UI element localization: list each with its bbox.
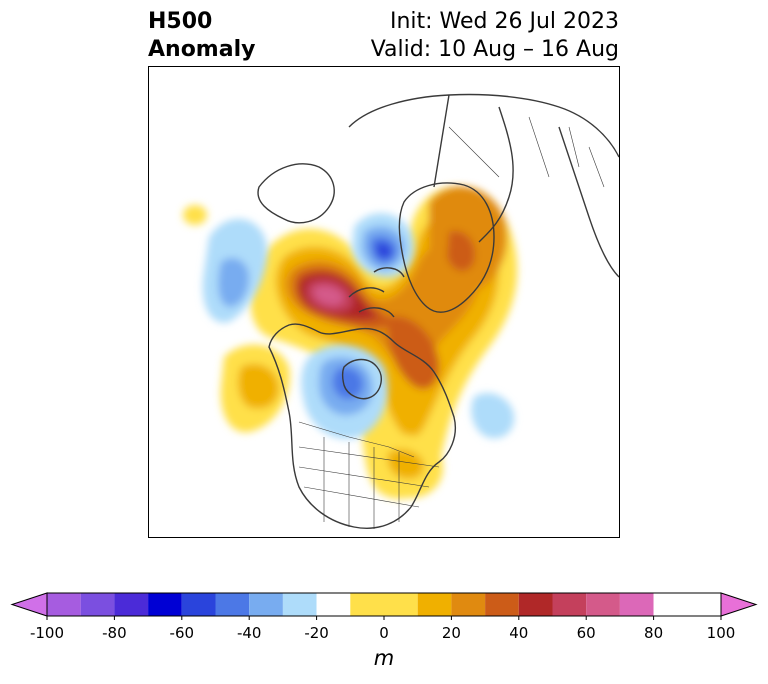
ridge-small-nw xyxy=(183,205,207,225)
forecast-dates: Init: Wed 26 Jul 2023 Valid: 10 Aug – 16… xyxy=(371,8,619,64)
contour-pos-70 xyxy=(313,285,344,306)
anomaly-map xyxy=(183,93,619,529)
ridge-east-us-core xyxy=(387,449,425,479)
colorbar-tick-label: -80 xyxy=(102,624,127,642)
colorbar-bin xyxy=(114,593,149,616)
colorbar xyxy=(0,585,768,675)
us-state-grid xyxy=(298,437,440,529)
colorbar-unit: m xyxy=(373,646,395,670)
colorbar-tick-label: -100 xyxy=(29,624,65,642)
colorbar-bin xyxy=(687,593,721,616)
title-line-1: H500 xyxy=(148,9,213,34)
coastline-hudson-bay xyxy=(341,358,382,400)
colorbar-bin xyxy=(350,593,418,616)
map-title: H500 Anomaly xyxy=(148,8,255,64)
init-date: Init: Wed 26 Jul 2023 xyxy=(389,9,619,34)
colorbar-bin xyxy=(552,593,587,616)
title-line-2: Anomaly xyxy=(148,37,256,62)
trough-canada-40 xyxy=(332,367,364,400)
ridge-labrador xyxy=(387,316,440,390)
colorbar-tick-label: 60 xyxy=(576,624,596,642)
coastline-alaska xyxy=(257,163,335,224)
colorbar-bin xyxy=(619,593,654,616)
coastline-eurasia xyxy=(348,93,619,278)
coastline-greenland xyxy=(398,182,495,313)
colorbar-bin xyxy=(181,593,216,616)
trough-siberia-50 xyxy=(376,242,392,259)
colorbar-extend-low xyxy=(10,592,48,617)
coastline-arctic-islands xyxy=(348,267,405,318)
colorbar-bin xyxy=(518,593,553,616)
colorbar-bin xyxy=(249,593,283,616)
colorbar-tick-label: -60 xyxy=(169,624,195,642)
colorbar-bin xyxy=(451,593,486,616)
colorbar-tick-label: 80 xyxy=(644,624,664,642)
colorbar-bin xyxy=(80,593,115,616)
colorbar-bin xyxy=(417,593,452,616)
colorbar-graphic xyxy=(10,592,758,620)
colorbar-bin xyxy=(148,593,182,616)
coastlines xyxy=(257,93,619,529)
colorbar-tick-label: 20 xyxy=(441,624,461,642)
border-us-canada xyxy=(298,421,415,458)
colorbar-tick-label: -20 xyxy=(304,624,329,642)
colorbar-bin xyxy=(485,593,519,616)
ridge-greenland-core xyxy=(447,231,475,272)
trough-pacific-20 xyxy=(218,257,249,307)
trough-atlantic xyxy=(471,393,515,439)
political-borders xyxy=(298,116,605,529)
colorbar-bin xyxy=(215,593,250,616)
coastline-north-america xyxy=(268,323,456,529)
colorbar-tick-label: -40 xyxy=(236,624,262,642)
colorbar-bin xyxy=(282,593,317,616)
map-panel xyxy=(148,66,620,538)
positive-anomaly-shading xyxy=(183,186,518,499)
colorbar-bin xyxy=(316,593,351,616)
colorbar-bin xyxy=(47,593,81,616)
border-europe-asia xyxy=(448,116,605,188)
ridge-west-core xyxy=(238,363,279,409)
valid-dates: Valid: 10 Aug – 16 Aug xyxy=(370,37,619,62)
colorbar-tick-label: 100 xyxy=(706,624,736,642)
colorbar-tick-label: 40 xyxy=(509,624,529,642)
colorbar-bin xyxy=(586,593,620,616)
colorbar-bin xyxy=(653,593,688,616)
negative-anomaly-shading xyxy=(202,213,515,439)
colorbar-tick-label: 0 xyxy=(379,624,389,642)
colorbar-extend-high xyxy=(720,592,758,617)
